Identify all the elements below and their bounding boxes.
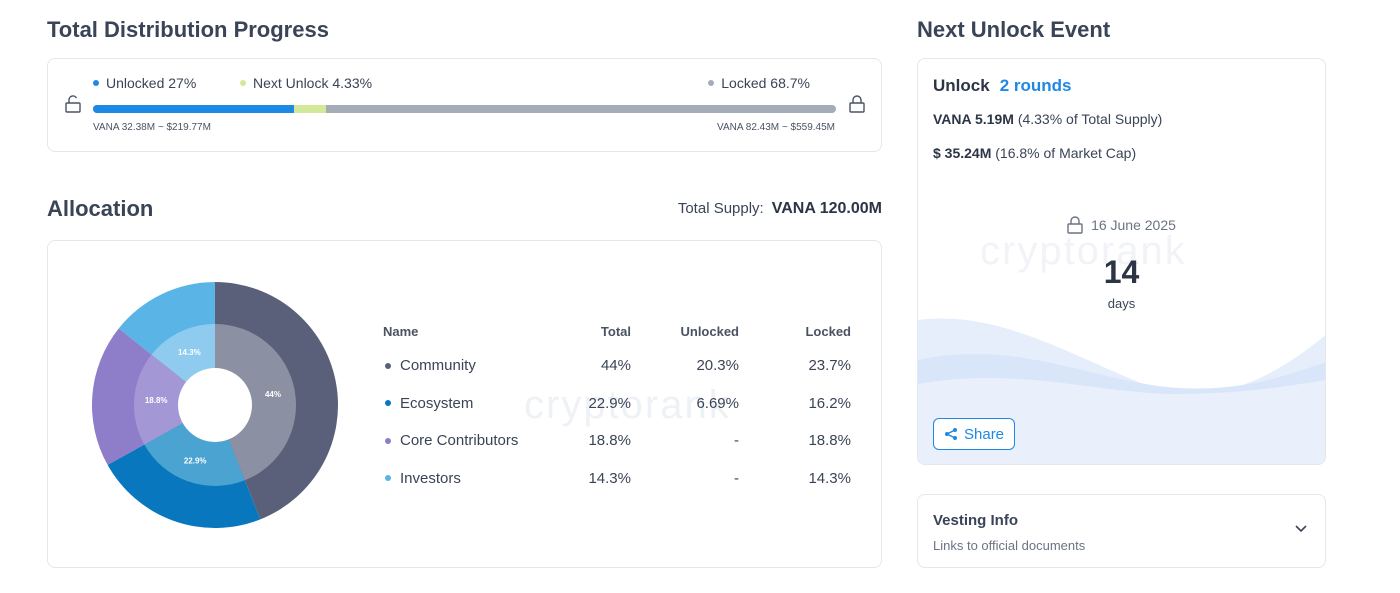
pie-center-hole xyxy=(178,368,252,442)
legend-locked-label: Locked 68.7% xyxy=(721,75,810,91)
row-total: 22.9% xyxy=(588,394,631,412)
pie-label-ecosystem: 22.9% xyxy=(184,457,207,466)
next-unlock-dot xyxy=(240,80,246,86)
row-total: 18.8% xyxy=(588,432,631,450)
total-supply-label: Total Supply: xyxy=(677,200,764,217)
countdown-days-label: days xyxy=(1107,296,1136,311)
unlock-usd-detail: (16.8% of Market Cap) xyxy=(995,145,1137,161)
unlock-usd-amount: $ 35.24M xyxy=(933,145,992,161)
progress-next-unlock-segment xyxy=(293,105,326,113)
vesting-title: Vesting Info xyxy=(933,512,1019,529)
unlocked-lock-icon xyxy=(65,95,81,113)
community-dot xyxy=(385,362,391,369)
unlock-label: Unlock xyxy=(933,76,990,95)
locked-lock-icon xyxy=(849,95,865,113)
row-total: 14.3% xyxy=(588,469,631,487)
row-total: 44% xyxy=(600,357,631,375)
table-row: Community 44% 20.3% 23.7% xyxy=(383,347,851,385)
row-locked: 16.2% xyxy=(808,394,851,412)
col-locked[interactable]: Locked xyxy=(805,323,851,339)
share-icon xyxy=(945,428,957,440)
row-locked: 14.3% xyxy=(808,469,851,487)
unlock-heading: Unlock 2 rounds xyxy=(933,76,1071,96)
col-name[interactable]: Name xyxy=(383,323,419,339)
row-name: Investors xyxy=(400,469,461,487)
unlock-token-line: VANA 5.19M (4.33% of Total Supply) xyxy=(933,111,1162,127)
vesting-info-card[interactable]: Vesting Info Links to official documents xyxy=(917,494,1326,568)
pie-inner-slice-community xyxy=(215,324,296,481)
unlock-usd-line: $ 35.24M (16.8% of Market Cap) xyxy=(933,145,1136,161)
chevron-down-icon[interactable] xyxy=(1295,525,1307,533)
investors-dot xyxy=(385,475,391,482)
countdown-days-number: 14 xyxy=(1103,254,1140,290)
row-name: Ecosystem xyxy=(400,394,474,412)
distribution-title: Total Distribution Progress xyxy=(47,17,329,42)
unlock-rounds[interactable]: 2 rounds xyxy=(999,76,1072,95)
ecosystem-dot xyxy=(385,400,391,407)
unlock-lock-icon xyxy=(1067,216,1083,234)
unlock-date: 16 June 2025 xyxy=(1091,217,1176,233)
table-row: Investors 14.3% - 14.3% xyxy=(383,460,851,498)
watermark: cryptorank xyxy=(524,383,731,427)
legend-unlocked: Unlocked 27% xyxy=(93,75,196,91)
row-name: Community xyxy=(400,357,476,375)
share-label: Share xyxy=(964,425,1005,443)
row-locked: 18.8% xyxy=(808,432,851,450)
allocation-card: cryptorank 44% 22.9% 18.8% 14.3% Name Total… xyxy=(47,240,882,568)
next-unlock-card: cryptorank Unlock 2 rounds VANA 5.19M (4.… xyxy=(917,58,1326,465)
unlock-token-amount: VANA 5.19M xyxy=(933,111,1014,127)
row-locked: 23.7% xyxy=(808,357,851,375)
pie-label-core-contributors: 18.8% xyxy=(145,396,168,405)
total-supply: Total Supply: VANA 120.00M xyxy=(678,200,882,218)
distribution-card: Unlocked 27% Next Unlock 4.33% Locked 68… xyxy=(47,58,882,152)
unlocked-dot xyxy=(93,80,99,86)
share-button[interactable]: Share xyxy=(933,418,1016,450)
col-unlocked[interactable]: Unlocked xyxy=(680,323,739,339)
row-unlocked: 20.3% xyxy=(696,357,739,375)
distribution-progress-bar xyxy=(93,105,836,113)
row-unlocked: - xyxy=(734,432,739,450)
locked-value: VANA 82.43M ~ $559.45M xyxy=(717,122,835,133)
unlock-date-row: 16 June 2025 xyxy=(918,216,1325,234)
legend-next-unlock-label: Next Unlock 4.33% xyxy=(253,75,373,91)
pie-label-investors: 14.3% xyxy=(178,348,201,357)
table-row: Ecosystem 22.9% 6.69% 16.2% xyxy=(383,385,851,423)
pie-label-community: 44% xyxy=(265,390,281,399)
allocation-table: Name Total Unlocked Locked Community 44%… xyxy=(383,315,851,497)
unlocked-value: VANA 32.38M ~ $219.77M xyxy=(93,122,211,133)
next-unlock-title: Next Unlock Event xyxy=(917,17,1111,42)
pie-inner-slice-core-contributors xyxy=(134,354,215,445)
total-supply-value: VANA 120.00M xyxy=(771,200,882,217)
col-total[interactable]: Total xyxy=(600,323,631,339)
row-name: Core Contributors xyxy=(400,432,519,450)
table-row: Core Contributors 18.8% - 18.8% xyxy=(383,422,851,460)
wave-decoration xyxy=(918,318,1325,464)
row-unlocked: 6.69% xyxy=(696,394,739,412)
legend-locked: Locked 68.7% xyxy=(708,75,810,91)
allocation-title: Allocation xyxy=(47,196,154,221)
unlock-token-detail: (4.33% of Total Supply) xyxy=(1017,111,1163,127)
legend-unlocked-label: Unlocked 27% xyxy=(106,75,197,91)
vesting-subtitle: Links to official documents xyxy=(933,538,1086,553)
locked-dot xyxy=(708,80,715,86)
legend-next-unlock: Next Unlock 4.33% xyxy=(240,75,372,91)
row-unlocked: - xyxy=(734,469,739,487)
allocation-pie-chart: 44% 22.9% 18.8% 14.3% xyxy=(92,282,339,528)
core-contributors-dot xyxy=(385,437,391,444)
watermark: cryptorank xyxy=(980,229,1187,273)
progress-unlocked-segment xyxy=(93,105,294,113)
